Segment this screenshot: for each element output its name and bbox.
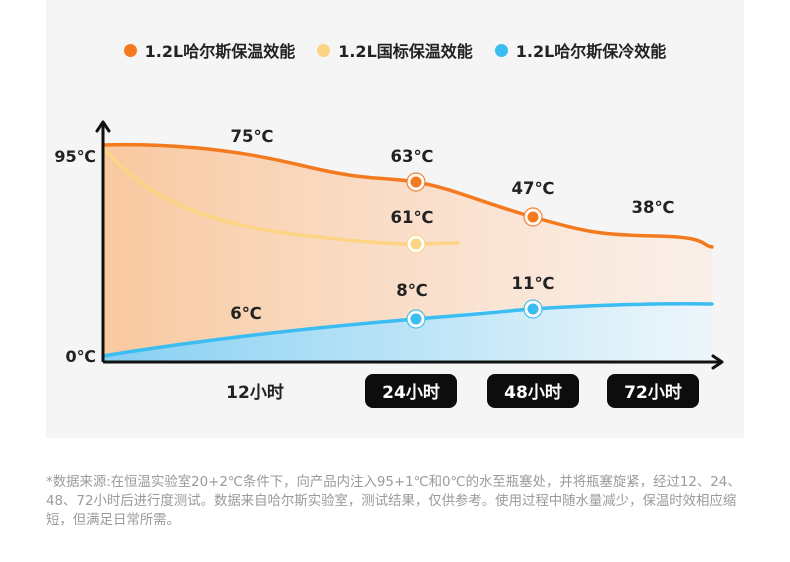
data-label-hals-48h: 47℃ [512,179,555,198]
y-tick-label: 95℃ [54,147,96,166]
x-label-pill [607,374,699,408]
legend-item-hals-cold: 1.2L哈尔斯保冷效能 [494,38,667,62]
x-tick-label: 48小时 [504,383,562,403]
x-tick-label: 24小时 [382,383,440,403]
data-point-hals-48h [527,211,539,223]
data-label-cold-48h: 11℃ [512,274,555,293]
legend-dot-yellow [317,43,331,57]
legend-label: 1.2L哈尔斯保温效能 [144,42,296,61]
x-label-pill [365,374,457,408]
legend-dot-orange [123,43,137,57]
data-point-hals-24h [410,176,422,188]
data-label-hals-72h: 38℃ [632,198,675,217]
series-line-hals-insulation [101,142,714,249]
data-point-national-24h [410,238,422,250]
legend-item-national-standard: 1.2L国标保温效能 [317,38,473,62]
data-label-cold-24h: 8℃ [396,281,427,300]
data-point-cold-24h [410,313,422,325]
data-label-hals-24h: 63℃ [391,147,434,166]
y-axis-arrow [95,120,111,133]
blue-area [103,303,712,362]
x-tick-label: 72小时 [624,383,682,403]
x-axis-arrow [711,354,724,370]
legend-label: 1.2L国标保温效能 [338,42,473,61]
x-tick-label: 12小时 [226,383,284,403]
chart-legend: 1.2L哈尔斯保温效能 1.2L国标保温效能 1.2L哈尔斯保冷效能 [0,38,790,62]
x-label-pill [487,374,579,408]
series-line-hals-cold [101,302,714,358]
data-label-national-24h: 61℃ [391,208,434,227]
line-chart: 95℃ 0℃ 75℃ 63℃ 47℃ 38℃ 61℃ 6℃ 8℃ 11℃ 12小时 24小时 48小时 7… [54,120,724,408]
data-point-cold-48h [527,303,539,315]
orange-area [103,144,712,356]
footnote: *数据来源:在恒温实验室20+2℃条件下，向产品内注入95+1℃和0℃的水至瓶塞… [46,475,741,528]
legend-label: 1.2L哈尔斯保冷效能 [515,42,667,61]
y-tick-label: 0℃ [65,347,96,366]
legend-item-hals-insulation: 1.2L哈尔斯保温效能 [123,38,296,62]
legend-dot-blue [494,43,508,57]
data-label-hals-12h: 75℃ [231,127,274,146]
data-label-cold-12h: 6℃ [230,304,261,323]
